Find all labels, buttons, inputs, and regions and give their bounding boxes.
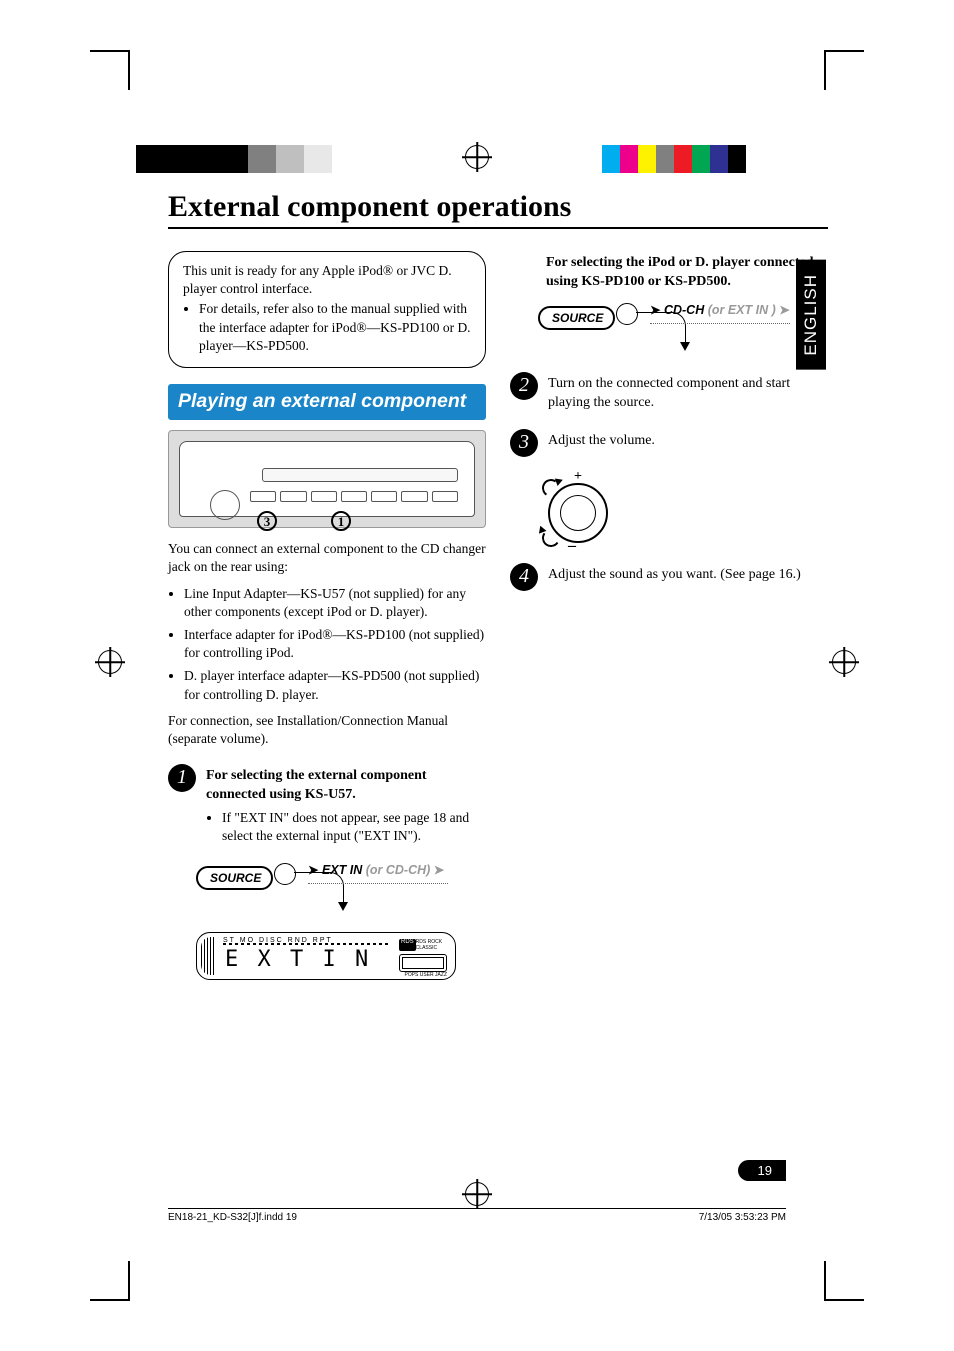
footer-file: EN18-21_KD-S32[J]f.indd 19 [168,1212,297,1223]
badge-main: CD-CH [664,303,704,317]
color-bar-left [136,145,416,173]
source-diagram-right: SOURCE ➤ CD-CH (or EXT IN ) ➤ [538,302,828,362]
page-content: External component operations This unit … [168,190,828,980]
step-number-badge: 4 [510,563,538,591]
lcd-side-top: RDS ROCK CLASSIC [416,939,447,951]
lcd-display: ST MO DISC RND RPT E X T I N RDSRDS ROCK… [196,932,456,980]
page-number: 19 [738,1160,786,1181]
intro-text: You can connect an external component to… [168,540,486,576]
source-button-icon: SOURCE [196,866,273,890]
step1-bullet: If "EXT IN" does not appear, see page 18… [222,809,486,845]
source-diagram: SOURCE ➤ EXT IN (or CD-CH) ➤ [196,862,486,922]
info-text: This unit is ready for any Apple iPod® o… [183,263,452,296]
badge-grey: (or CD-CH) [362,863,430,877]
step1-heading: For selecting the external component con… [206,767,486,805]
crop-mark [824,1261,826,1301]
callout-badge: 3 [257,511,277,531]
lcd-main-text: E X T I N [225,947,371,972]
crop-mark [90,50,130,52]
source-button-icon: SOURCE [538,306,615,330]
intro-bullet: Interface adapter for iPod®—KS-PD100 (no… [184,626,486,662]
device-illustration: 3 1 [168,430,486,528]
step1b-heading: For selecting the iPod or D. player conn… [546,254,828,292]
lcd-side-bot: POPS USER JAZZ [399,972,447,978]
crop-mark [90,1299,130,1301]
intro-tail: For connection, see Installation/Connect… [168,712,486,748]
callout-badge: 1 [331,511,351,531]
footer-timestamp: 7/13/05 3:53:23 PM [699,1212,786,1223]
registration-mark-icon [465,145,489,169]
left-column: This unit is ready for any Apple iPod® o… [168,251,486,980]
crop-mark [128,1261,130,1301]
step-number-badge: 1 [168,764,196,792]
crop-mark [824,50,826,90]
step2-text: Turn on the connected component and star… [548,372,828,413]
step4-text: Adjust the sound as you want. (See page … [548,563,828,585]
intro-bullet: D. player interface adapter—KS-PD500 (no… [184,667,486,703]
badge-grey: (or EXT IN ) [704,303,776,317]
right-column: For selecting the iPod or D. player conn… [510,251,828,980]
intro-bullets: Line Input Adapter—KS-U57 (not supplied)… [184,585,486,704]
registration-mark-icon [98,650,122,674]
info-box: This unit is ready for any Apple iPod® o… [168,251,486,368]
section-banner: Playing an external component [168,384,486,420]
intro-bullet: Line Input Adapter—KS-U57 (not supplied)… [184,585,486,621]
crop-mark [824,1299,864,1301]
color-bar-right [602,145,818,173]
badge-main: EXT IN [322,863,362,877]
step-number-badge: 2 [510,372,538,400]
crop-mark [128,50,130,90]
crop-mark [824,50,864,52]
page-title: External component operations [168,190,828,229]
registration-mark-icon [465,1182,489,1206]
info-bullet: For details, refer also to the manual su… [199,300,471,355]
registration-mark-icon [832,650,856,674]
step-number-badge: 3 [510,429,538,457]
volume-knob-icon: + – [538,473,618,553]
step3-text: Adjust the volume. [548,429,828,451]
footer: EN18-21_KD-S32[J]f.indd 19 7/13/05 3:53:… [168,1208,786,1223]
